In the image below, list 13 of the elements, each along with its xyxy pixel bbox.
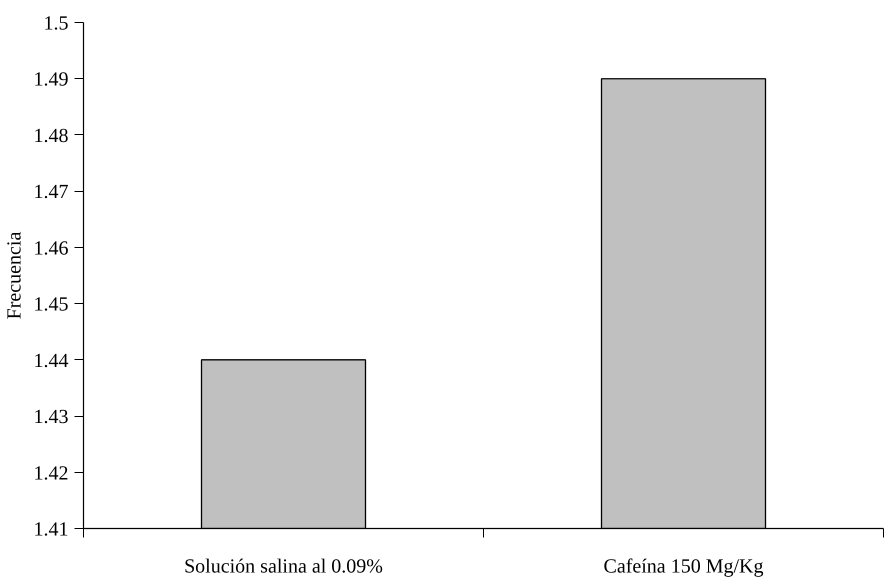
x-tick-label: Cafeína 150 Mg/Kg (604, 556, 764, 578)
y-tick-label: 1.41 (34, 518, 68, 540)
y-tick-label: 1.47 (34, 181, 68, 204)
y-tick-label: 1.45 (34, 294, 68, 316)
y-tick-label: 1.5 (44, 12, 68, 34)
y-tick-label: 1.44 (34, 350, 68, 372)
x-tick-label: Solución salina al 0.09% (184, 556, 383, 578)
y-tick-label: 1.43 (34, 406, 68, 428)
y-tick-label: 1.42 (34, 462, 68, 484)
y-tick-label: 1.49 (34, 68, 68, 91)
y-axis-title: Frecuencia (4, 232, 26, 320)
y-tick-label: 1.48 (34, 124, 68, 147)
y-tick-label: 1.46 (34, 237, 68, 260)
